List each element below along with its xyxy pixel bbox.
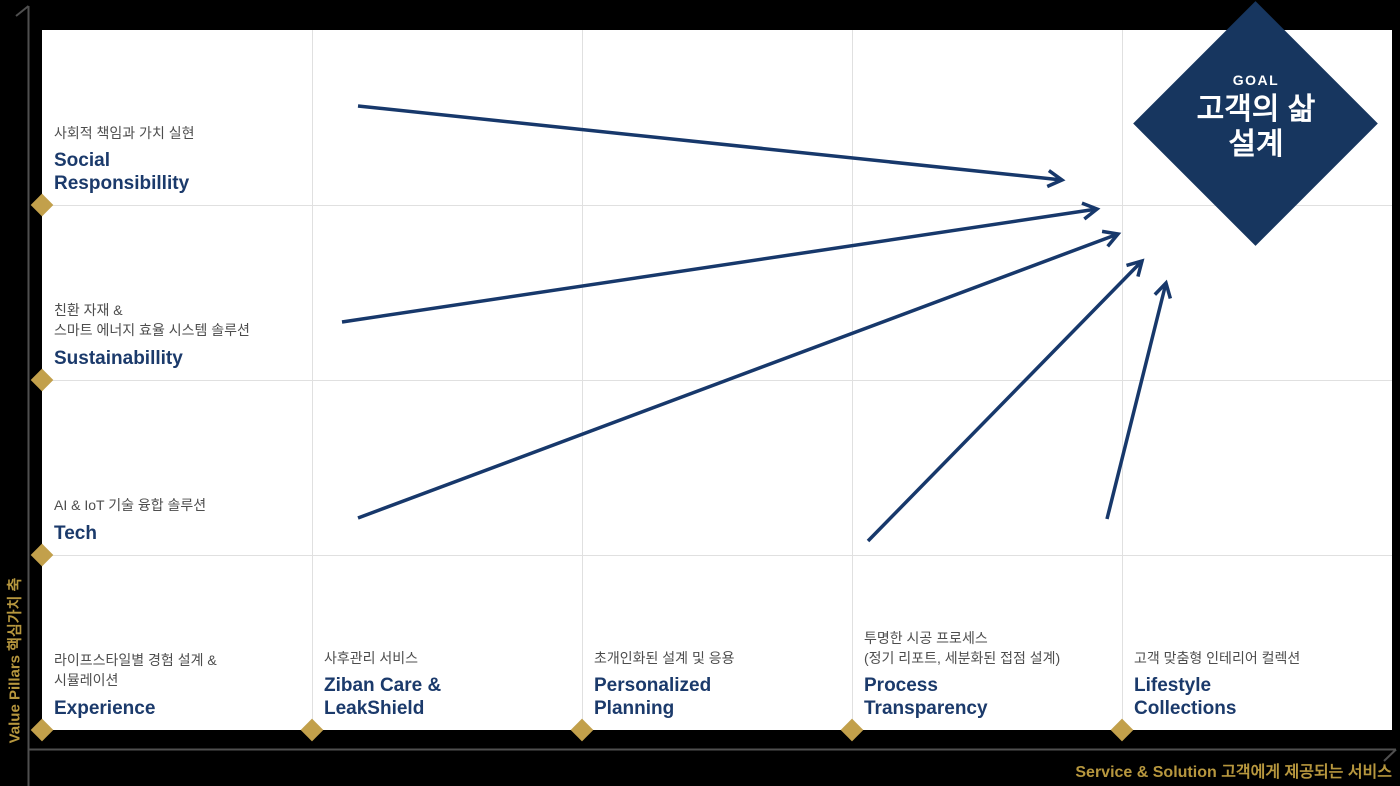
pillar-title: Tech [54, 522, 97, 544]
pillar-subtitle: AI & IoT 기술 융합 솔루션 [54, 497, 207, 514]
pillar-title: Experience [54, 697, 156, 719]
gridline-horizontal [42, 555, 1392, 556]
pillar-subtitle: 라이프스타일별 경험 설계 & 시뮬레이션 [54, 652, 217, 689]
service-title: Process Transparency [864, 675, 988, 719]
pillar-title: Sustainabillity [54, 347, 183, 369]
y-axis-arrowhead-icon [15, 5, 30, 17]
service-title: Lifestyle Collections [1134, 675, 1237, 719]
service-label-ziban-care-leakshield: 사후관리 서비스 Ziban Care & LeakShield [324, 648, 441, 720]
service-label-lifestyle-collections: 고객 맞춤형 인테리어 컬렉션 Lifestyle Collections [1134, 648, 1300, 720]
pillar-subtitle: 사회적 책임과 가치 실현 [54, 124, 195, 141]
pillar-label-tech: AI & IoT 기술 융합 솔루션 Tech [54, 495, 206, 545]
service-subtitle: 투명한 시공 프로세스 (정기 리포트, 세분화된 접점 설계) [864, 629, 1061, 666]
goal-title: 고객의 삶 설계 [1196, 93, 1316, 162]
pillar-subtitle: 친환 자재 & 스마트 에너지 효율 시스템 솔루션 [54, 302, 250, 339]
gridline-horizontal [42, 380, 1392, 381]
pillar-label-social-responsibility: 사회적 책임과 가치 실현 Social Responsibillity [54, 123, 194, 195]
x-axis-label: Service & Solution 고객에게 제공되는 서비스 [1075, 764, 1392, 781]
pillar-label-experience: 라이프스타일별 경험 설계 & 시뮬레이션 Experience [54, 650, 217, 720]
goal-text: GOAL 고객의 삶 설계 [1156, 72, 1356, 163]
service-title: Personalized Planning [594, 675, 712, 719]
service-subtitle: 사후관리 서비스 [324, 649, 419, 666]
y-axis-label: Value Pillars 핵심가치 축 [6, 577, 24, 744]
service-subtitle: 초개인화된 설계 및 응용 [594, 649, 735, 666]
pillar-title: Social Responsibillity [54, 150, 190, 194]
service-title: Ziban Care & LeakShield [324, 675, 442, 719]
service-subtitle: 고객 맞춤형 인테리어 컬렉션 [1134, 649, 1301, 666]
pillar-label-sustainability: 친환 자재 & 스마트 에너지 효율 시스템 솔루션 Sustainabilli… [54, 300, 250, 370]
goal-label: GOAL [1232, 72, 1280, 88]
service-label-personalized-planning: 초개인화된 설계 및 응용 Personalized Planning [594, 648, 734, 720]
gridline-horizontal [42, 205, 1392, 206]
service-label-process-transparency: 투명한 시공 프로세스 (정기 리포트, 세분화된 접점 설계) Process… [864, 628, 1060, 720]
